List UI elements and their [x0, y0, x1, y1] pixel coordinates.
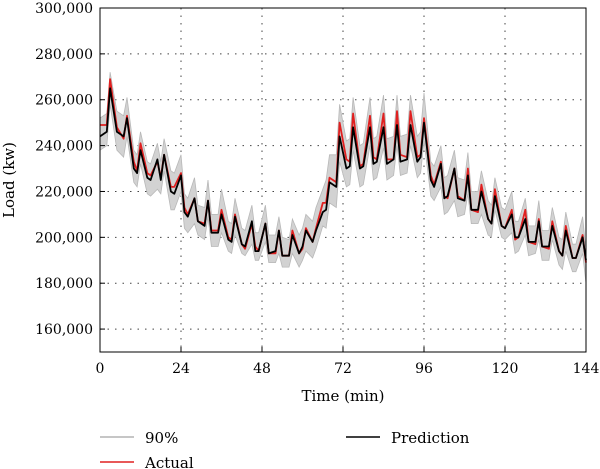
- legend-label-prediction: Prediction: [391, 429, 470, 447]
- y-axis-ticks: 160,000 180,000 200,000 220,000 240,000 260,0…: [35, 1, 105, 338]
- y-tick-label: 240,000: [35, 139, 93, 155]
- y-tick-label: 180,000: [35, 276, 93, 292]
- y-tick-label: 280,000: [35, 47, 93, 63]
- y-tick-label: 200,000: [35, 230, 93, 246]
- series-lines-layer: [99, 78, 587, 263]
- y-axis-title: Load (kw): [0, 142, 18, 218]
- x-tick-label: 0: [96, 361, 105, 377]
- x-tick-label: 48: [253, 361, 271, 377]
- x-axis-title: Time (min): [301, 387, 384, 405]
- series-band-90: [99, 72, 587, 284]
- legend-label-actual: Actual: [144, 454, 194, 469]
- x-tick-label: 144: [573, 361, 600, 377]
- y-tick-label: 300,000: [35, 1, 93, 17]
- x-tick-label: 24: [172, 361, 190, 377]
- y-tick-label: 160,000: [35, 322, 93, 338]
- legend: 90% Actual Prediction: [100, 429, 470, 469]
- y-tick-label: 260,000: [35, 93, 93, 109]
- x-tick-label: 96: [415, 361, 433, 377]
- series-line-prediction: [99, 87, 587, 261]
- y-tick-label: 220,000: [35, 184, 93, 200]
- x-tick-label: 72: [334, 361, 352, 377]
- x-axis-ticks: 0 24 48 72 96 120 144: [96, 347, 600, 377]
- confidence-band-layer: [99, 72, 587, 284]
- x-tick-label: 120: [492, 361, 519, 377]
- legend-label-band: 90%: [145, 429, 178, 447]
